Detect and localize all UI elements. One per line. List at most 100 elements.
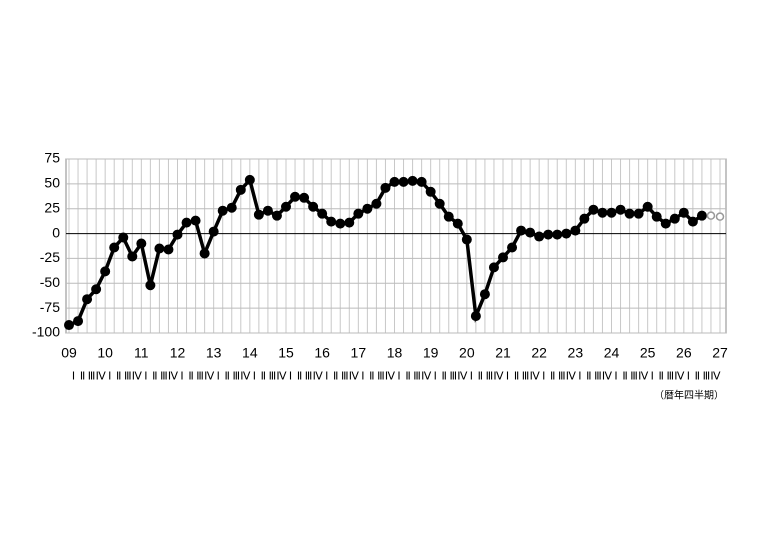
marker (64, 320, 74, 331)
year-label: 16 (314, 345, 330, 361)
quarter-label: Ⅲ (88, 371, 96, 383)
y-tick-label: 25 (44, 199, 60, 215)
y-tick-label: 0 (52, 224, 60, 240)
year-label: 11 (134, 345, 149, 361)
quarter-label: Ⅱ (261, 371, 266, 383)
quarter-label: Ⅲ (449, 371, 457, 383)
quarter-label: Ⅰ (434, 371, 437, 383)
marker (570, 225, 581, 236)
marker (633, 208, 644, 219)
quarter-label: Ⅱ (550, 371, 555, 383)
marker (507, 242, 518, 253)
quarter-label: Ⅱ (442, 371, 447, 383)
marker (100, 266, 111, 277)
quarter-label: Ⅳ (566, 371, 577, 383)
marker (615, 204, 626, 215)
year-label: 15 (278, 345, 294, 361)
quarter-label: Ⅰ (542, 371, 545, 383)
marker (552, 229, 563, 240)
marker (588, 204, 599, 215)
quarter-label: Ⅱ (586, 371, 591, 383)
year-label: 23 (568, 345, 584, 361)
marker (344, 217, 355, 228)
quarter-label: Ⅲ (703, 371, 711, 383)
quarter-label: Ⅱ (116, 371, 121, 383)
quarter-label: Ⅳ (421, 371, 432, 383)
quarter-label: Ⅱ (695, 371, 700, 383)
year-label: 17 (351, 345, 367, 361)
quarter-label: Ⅰ (253, 371, 256, 383)
marker (181, 217, 192, 228)
marker (73, 316, 84, 327)
year-label: 26 (676, 345, 692, 361)
marker (561, 228, 572, 239)
year-label: 22 (531, 345, 547, 361)
marker (452, 218, 463, 229)
marker (498, 252, 508, 263)
quarter-label: Ⅳ (602, 371, 613, 383)
quarter-label: Ⅲ (630, 371, 638, 383)
quarter-label: Ⅳ (530, 371, 541, 383)
year-label: 13 (206, 345, 222, 361)
marker (416, 176, 427, 187)
y-tick-label: 75 (44, 150, 60, 166)
y-tick-label: -75 (40, 299, 60, 315)
marker (226, 202, 237, 213)
marker (516, 225, 527, 236)
marker (308, 201, 319, 212)
quarter-label: Ⅱ (514, 371, 519, 383)
marker (534, 231, 545, 242)
quarter-label: Ⅰ (361, 371, 364, 383)
quarter-label: Ⅳ (276, 371, 287, 383)
quarter-label: Ⅰ (217, 371, 220, 383)
marker (109, 242, 120, 253)
quarter-label: Ⅲ (341, 371, 349, 383)
marker (299, 192, 310, 203)
quarter-label: Ⅲ (160, 371, 168, 383)
marker (290, 191, 301, 202)
marker (154, 243, 165, 254)
marker (543, 229, 554, 240)
quarter-label: Ⅲ (124, 371, 132, 383)
quarter-label: Ⅰ (289, 371, 292, 383)
quarter-label: Ⅱ (405, 371, 410, 383)
marker (470, 311, 481, 322)
marker (371, 198, 382, 209)
marker (281, 201, 291, 212)
marker (407, 175, 418, 186)
quarter-label: Ⅱ (369, 371, 374, 383)
marker (706, 211, 716, 220)
marker (145, 280, 156, 291)
marker (461, 234, 472, 245)
quarter-label: Ⅲ (377, 371, 385, 383)
quarter-label: Ⅱ (333, 371, 338, 383)
quarter-label: Ⅱ (225, 371, 230, 383)
quarter-label: Ⅳ (710, 371, 721, 383)
marker (398, 176, 409, 187)
marker (579, 213, 590, 224)
quarter-label: Ⅳ (349, 371, 360, 383)
marker (118, 232, 129, 243)
marker (434, 198, 445, 209)
year-label: 21 (495, 345, 511, 361)
quarter-label: Ⅰ (108, 371, 111, 383)
marker (696, 210, 707, 221)
marker (244, 174, 255, 185)
marker (443, 211, 454, 222)
marker (425, 186, 436, 197)
marker (262, 205, 273, 216)
quarter-label: Ⅰ (578, 371, 581, 383)
year-label: 27 (712, 345, 728, 361)
marker (190, 215, 201, 226)
year-label: 24 (604, 345, 620, 361)
quarter-label: Ⅱ (478, 371, 483, 383)
marker (199, 248, 210, 259)
quarter-label: Ⅳ (313, 371, 324, 383)
marker (326, 216, 337, 227)
quarter-label: Ⅲ (232, 371, 240, 383)
quarter-label: Ⅳ (240, 371, 251, 383)
marker (525, 227, 536, 238)
marker (253, 209, 264, 220)
marker (235, 184, 246, 195)
